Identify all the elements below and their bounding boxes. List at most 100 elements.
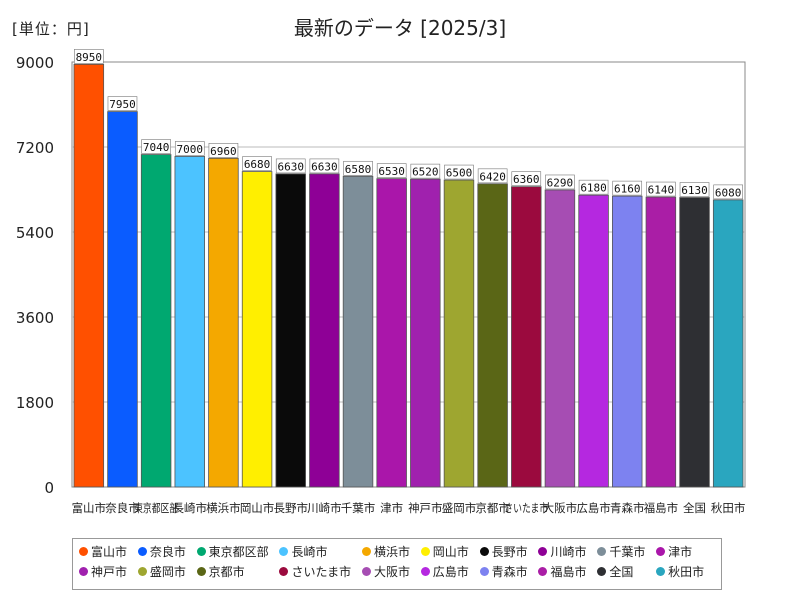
x-tick-label: 大阪市 xyxy=(543,501,578,515)
legend-dot-icon xyxy=(361,547,371,556)
data-label: 6580 xyxy=(345,163,372,176)
x-tick-label: 広島市 xyxy=(576,501,611,515)
legend-item: 盛岡市 xyxy=(137,563,197,580)
legend-label: さいたま市 xyxy=(291,565,352,579)
x-tick-label: 長野市 xyxy=(273,501,308,515)
data-label: 7950 xyxy=(109,98,136,111)
x-tick-label: 青森市 xyxy=(610,501,645,515)
y-tick-label: 3600 xyxy=(16,309,54,327)
legend-label: 奈良市 xyxy=(149,545,186,559)
legend-dot-icon xyxy=(538,547,548,556)
x-tick-label: 盛岡市 xyxy=(442,501,477,515)
x-tick-label: さいたま市 xyxy=(504,501,548,515)
legend-label: 岡山市 xyxy=(432,545,469,559)
legend-label: 京都市 xyxy=(208,565,245,579)
bar-岡山市 xyxy=(241,171,273,488)
data-label-box xyxy=(679,182,710,197)
legend-item: 福島市 xyxy=(538,563,597,580)
legend-dot-icon xyxy=(279,547,289,556)
legend-item: さいたま市 xyxy=(279,563,361,580)
legend-dot-icon xyxy=(479,547,489,556)
bar-全国 xyxy=(679,197,710,488)
data-label: 6140 xyxy=(648,184,675,197)
bar-さいたま市 xyxy=(511,186,542,488)
data-label-box xyxy=(545,174,575,190)
chart-title: 最新のデータ [2025/3] xyxy=(293,16,507,40)
data-label: 6290 xyxy=(547,176,574,189)
bar-秋田市 xyxy=(712,199,744,488)
legend-dot-icon xyxy=(196,567,206,576)
bar-神戸市 xyxy=(410,178,441,488)
x-tick-label: 福島市 xyxy=(644,501,679,515)
data-label: 6960 xyxy=(210,145,237,158)
legend-dot-icon xyxy=(479,567,489,576)
x-tick-label: 川崎市 xyxy=(307,501,342,515)
data-label-box xyxy=(477,168,508,184)
legend-item: 京都市 xyxy=(196,563,280,580)
bar-津市 xyxy=(376,178,407,488)
bar-川崎市 xyxy=(309,173,340,488)
data-label: 7000 xyxy=(177,143,204,156)
legend-item: 秋田市 xyxy=(656,563,715,580)
legend-label: 青森市 xyxy=(491,565,528,579)
data-label: 6680 xyxy=(244,158,271,171)
x-tick-label: 岡山市 xyxy=(240,501,275,515)
x-tick-label: 奈良市 xyxy=(105,501,140,515)
data-label-box xyxy=(646,181,676,197)
y-tick-label: 9000 xyxy=(16,54,54,72)
legend-dot-icon xyxy=(597,567,607,576)
bar-奈良市 xyxy=(107,111,138,488)
legend-item: 奈良市 xyxy=(137,543,197,560)
legend-label: 秋田市 xyxy=(668,565,705,579)
legend-label: 千葉市 xyxy=(609,545,646,559)
legend-item: 全国 xyxy=(597,563,656,580)
data-label-box xyxy=(208,143,239,158)
legend-label: 盛岡市 xyxy=(149,565,186,579)
data-label-box xyxy=(410,163,441,179)
data-label: 6530 xyxy=(378,165,405,178)
data-label: 6520 xyxy=(412,166,439,179)
x-tick-label: 神戸市 xyxy=(408,501,443,515)
data-label-box xyxy=(309,158,340,174)
legend-item: 横浜市 xyxy=(361,543,421,560)
x-tick-label: 京都市 xyxy=(475,501,510,515)
legend-label: 横浜市 xyxy=(373,545,410,559)
bar-千葉市 xyxy=(342,175,374,488)
data-label-box xyxy=(343,160,373,176)
legend-item: 大阪市 xyxy=(361,563,421,580)
legend-dot-icon xyxy=(597,547,607,556)
legend-label: 大阪市 xyxy=(373,565,410,579)
data-label-box xyxy=(242,156,272,171)
x-tick-label: 東京都区部 xyxy=(134,501,178,515)
data-label-box xyxy=(444,164,474,180)
bar-青森市 xyxy=(612,195,643,488)
legend-dot-icon xyxy=(79,567,88,576)
y-tick-label: 5400 xyxy=(16,224,54,242)
legend-item: 青森市 xyxy=(479,563,539,580)
legend-dot-icon xyxy=(656,547,666,556)
x-tick-label: 長崎市 xyxy=(173,501,208,515)
data-label-box xyxy=(107,96,138,111)
x-tick-label: 津市 xyxy=(380,501,403,515)
data-label: 6360 xyxy=(513,173,540,186)
legend-item: 神戸市 xyxy=(79,563,138,580)
x-tick-label: 全国 xyxy=(683,501,706,515)
y-tick-label: 1800 xyxy=(16,394,54,412)
bar-福島市 xyxy=(645,196,677,488)
x-tick-label: 千葉市 xyxy=(341,501,376,515)
data-label-box xyxy=(74,49,104,64)
legend-label: 福島市 xyxy=(550,565,587,579)
legend-label: 長野市 xyxy=(491,545,528,559)
bar-東京都区部 xyxy=(140,154,172,488)
data-label: 6420 xyxy=(479,170,506,183)
legend-label: 津市 xyxy=(668,545,693,559)
legend-label: 富山市 xyxy=(91,545,128,559)
legend-label: 川崎市 xyxy=(550,545,587,559)
bar-chart: 0 1800 3600 5400 7200 9000 8950 富山市 7950 奈良市 7040 東… xyxy=(16,49,746,515)
data-label-box xyxy=(141,139,171,154)
bar-富山市 xyxy=(73,63,105,488)
x-tick-label: 横浜市 xyxy=(206,501,241,515)
unit-label: [単位：円] xyxy=(12,20,90,38)
data-label: 6130 xyxy=(681,184,708,197)
bar-京都市 xyxy=(477,183,508,488)
